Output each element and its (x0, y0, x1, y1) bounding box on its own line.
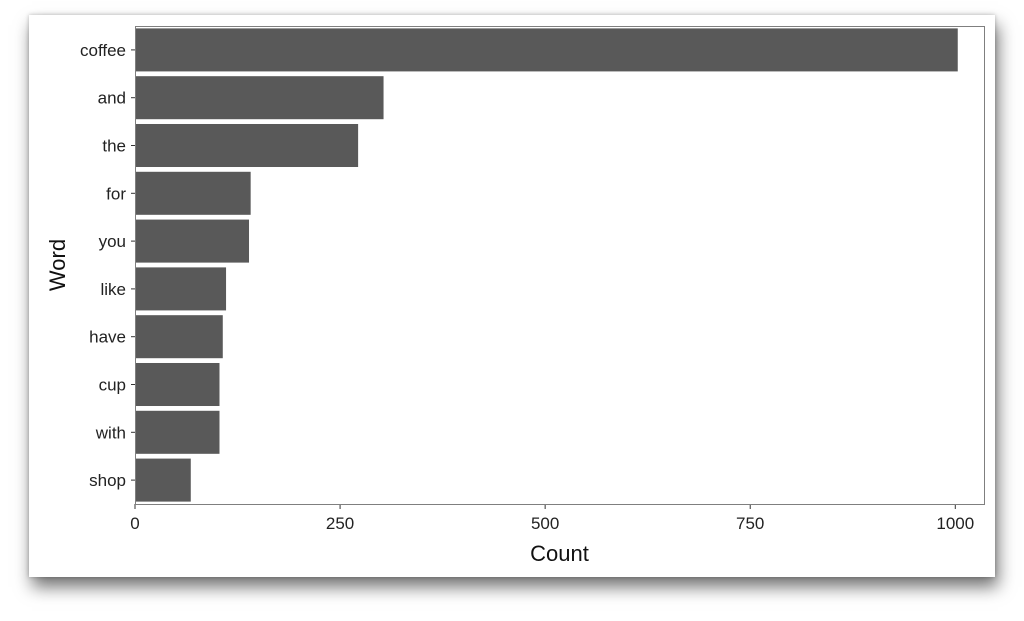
bar-the (135, 123, 359, 168)
bar-chart: coffee and the for you like have cup with shop 0 2… (45, 26, 985, 566)
y-tick-label: shop (89, 471, 126, 490)
x-tick-label: 1000 (936, 514, 974, 533)
y-tick-label: and (98, 89, 126, 108)
x-tick-label: 500 (531, 514, 559, 533)
bar-you (135, 219, 250, 263)
y-tick-label: cup (99, 376, 126, 395)
y-tick-label: have (89, 328, 126, 347)
y-tick-label: for (106, 184, 126, 203)
bar-and (135, 76, 384, 120)
bars-group (135, 28, 958, 502)
y-tick-label: coffee (80, 41, 126, 60)
x-axis-ticks: 0 250 500 750 1000 (130, 504, 974, 533)
bar-cup (135, 362, 220, 407)
y-axis-ticks: coffee and the for you like have cup with shop (80, 41, 135, 490)
bar-have (135, 315, 223, 359)
plot-panel-border (135, 26, 985, 505)
chart-card: coffee and the for you like have cup with shop 0 2… (29, 15, 995, 577)
bar-coffee (135, 28, 958, 72)
bar-for (135, 171, 251, 215)
y-tick-label: with (95, 423, 126, 442)
bar-like (135, 267, 227, 311)
bar-shop (135, 458, 191, 502)
x-axis-title: Count (530, 541, 589, 566)
x-tick-label: 750 (736, 514, 764, 533)
x-tick-label: 250 (326, 514, 354, 533)
y-tick-label: you (99, 232, 126, 251)
y-tick-label: the (102, 137, 126, 156)
x-tick-label: 0 (130, 514, 139, 533)
bar-with (135, 410, 220, 454)
y-axis-title: Word (45, 239, 70, 291)
y-tick-label: like (100, 280, 126, 299)
